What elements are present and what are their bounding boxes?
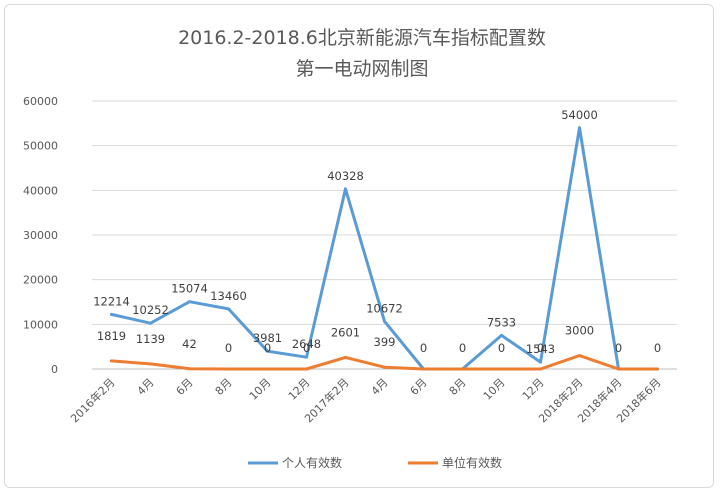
data-label: 3000 [565,324,594,338]
data-point [149,362,152,366]
data-label: 42 [182,337,197,351]
data-point [305,367,308,371]
x-tick-label: 10月 [247,376,274,403]
y-tick-label: 50000 [23,140,58,153]
x-tick-label: 8月 [447,376,469,398]
x-tick-label: 8月 [213,376,235,398]
data-point [110,359,113,363]
data-label: 15074 [171,282,208,296]
data-label: 0 [498,341,505,355]
data-label: 10672 [366,301,403,315]
data-label: 0 [264,341,271,355]
y-tick-label: 40000 [23,184,58,197]
data-point [344,355,347,359]
data-point [266,349,269,353]
data-point [539,360,542,364]
data-label: 2648 [292,337,321,351]
data-label: 0 [654,341,661,355]
data-label: 0 [303,341,310,355]
data-point [344,187,347,191]
data-point [500,367,503,371]
x-tick-label: 4月 [135,376,157,398]
data-point [539,367,542,371]
data-point [188,367,191,371]
x-tick-label: 6月 [408,376,430,398]
chart-frame [4,4,714,488]
y-tick-label: 0 [51,363,58,376]
data-point [500,333,503,337]
data-point [227,367,230,371]
x-tick-label: 6月 [174,376,196,398]
data-point [383,319,386,323]
chart-title-line-2: 第一电动网制图 [295,58,428,80]
data-label: 54000 [561,108,598,122]
data-point [305,355,308,359]
data-point [110,312,113,316]
data-point [617,367,620,371]
chart-title-line-1: 2016.2-2018.6北京新能源汽车指标配置数 [178,27,546,49]
data-point [578,354,581,358]
data-point [149,321,152,325]
data-label: 399 [374,335,396,349]
y-tick-label: 20000 [23,274,58,287]
data-point [461,367,464,371]
data-point [266,367,269,371]
data-label: 12214 [93,294,130,308]
data-label: 0 [225,341,232,355]
data-point [578,126,581,130]
data-label: 3981 [253,331,282,345]
data-label: 2601 [331,325,360,339]
x-tick-label: 12月 [286,376,313,403]
data-label: 0 [537,341,544,355]
data-label: 0 [615,341,622,355]
data-point [188,300,191,304]
legend-label-2: 单位有效数 [442,455,502,470]
x-tick-label: 10月 [481,376,508,403]
legend-label-1: 个人有效数 [282,455,342,470]
y-tick-label: 60000 [23,95,58,108]
data-label: 0 [459,341,466,355]
x-tick-label: 2016年2月 [67,375,117,425]
data-label: 7533 [487,315,516,329]
data-label: 1139 [136,332,165,346]
data-point [227,307,230,311]
data-point [422,367,425,371]
data-label: 40328 [327,169,364,183]
y-tick-label: 30000 [23,229,58,242]
data-label: 1543 [526,342,555,356]
data-point [656,367,659,371]
x-tick-label: 4月 [369,376,391,398]
y-tick-label: 10000 [23,318,58,331]
data-label: 13460 [210,289,247,303]
data-point [383,365,386,369]
data-label: 10252 [132,303,169,317]
data-label: 1819 [97,329,126,343]
x-tick-label: 12月 [520,376,547,403]
data-label: 0 [420,341,427,355]
